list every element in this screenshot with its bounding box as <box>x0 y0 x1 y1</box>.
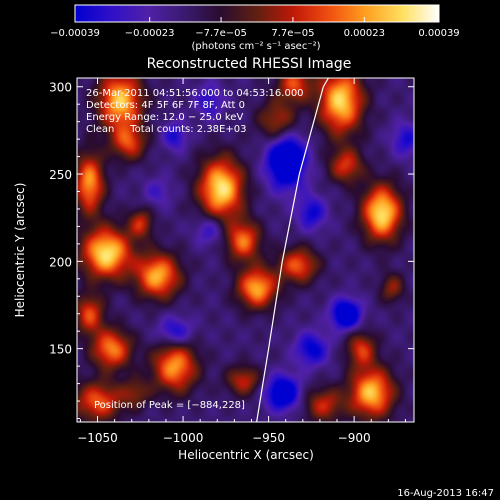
info-line-energy: Energy Range: 12.0 − 25.0 keV <box>86 112 243 123</box>
colorbar-units-label: (photons cm⁻² s⁻¹ asec⁻²) <box>191 41 320 52</box>
info-line-time: 26-Mar-2011 04:51:56.000 to 04:53:16.000 <box>86 88 304 99</box>
info-line-counts: Clean Total counts: 2.38E+03 <box>86 124 246 135</box>
colorbar-tick-label: 0.00023 <box>344 28 385 39</box>
plot-frame <box>76 77 415 423</box>
y-tick-label: 150 <box>49 343 72 357</box>
colorbar-ticks: −0.00039 −0.00023 −7.7e−05 7.7e−05 0.00023 0.… <box>50 17 460 39</box>
colorbar-tick-label: 0.00039 <box>418 28 459 39</box>
x-tick-label: −950 <box>252 431 285 445</box>
colorbar-tick-label: −0.00039 <box>50 28 100 39</box>
chart-title: Reconstructed RHESSI Image <box>147 56 352 72</box>
peak-position-label: Position of Peak = [−884,228] <box>94 400 245 411</box>
colorbar-tick-label: 7.7e−05 <box>271 28 314 39</box>
x-tick-label: −1000 <box>163 431 204 445</box>
y-axis-label: Heliocentric Y (arcsec) <box>13 183 27 318</box>
colorbar-tick-label: −7.7e−05 <box>195 28 247 39</box>
info-line-detectors: Detectors: 4F 5F 6F 7F 8F, Att 0 <box>86 100 245 111</box>
plot-area: −1050 −1000 −950 −900 150 200 250 300 <box>49 77 415 445</box>
info-block: 26-Mar-2011 04:51:56.000 to 04:53:16.000… <box>86 88 304 135</box>
solar-limb-line <box>256 78 329 422</box>
x-axis-label: Heliocentric X (arcsec) <box>178 448 314 462</box>
y-tick-label: 200 <box>49 255 72 269</box>
y-tick-label: 250 <box>49 168 72 182</box>
x-tick-label: −1050 <box>77 431 118 445</box>
y-tick-label: 300 <box>49 81 72 95</box>
colorbar-tick-label: −0.00023 <box>125 28 175 39</box>
x-axis-ticks: −1050 −1000 −950 −900 <box>77 78 406 445</box>
x-tick-label: −900 <box>338 431 371 445</box>
heatmap-image <box>77 78 414 422</box>
y-axis-ticks: 150 200 250 300 <box>49 81 414 420</box>
colorbar <box>74 4 440 23</box>
footer-timestamp: 16-Aug-2013 16:47 <box>397 488 494 499</box>
